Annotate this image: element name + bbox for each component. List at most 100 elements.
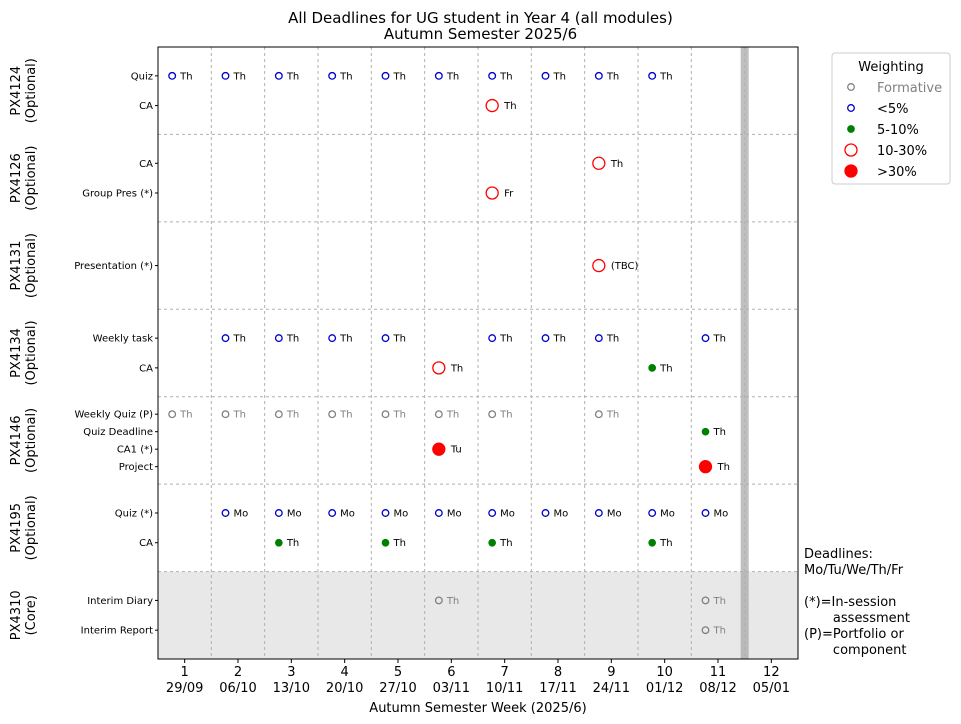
- deadline-marker: [485, 186, 499, 200]
- deadline-day-label: Th: [713, 626, 726, 637]
- deadline-marker: [274, 509, 283, 517]
- x-tick-label-week: 1: [181, 665, 189, 680]
- assessment-label: Presentation (*): [74, 261, 153, 272]
- deadline-day-label: Th: [553, 334, 566, 345]
- deadline-marker: [381, 334, 390, 343]
- deadline-day-label: Th: [659, 71, 672, 82]
- legend-label: 10-30%: [877, 144, 927, 159]
- assessment-label: CA: [139, 101, 153, 112]
- plot-frame: [157, 46, 799, 660]
- x-tick-label-date: 08/12: [699, 681, 736, 696]
- x-tick-label-date: 24/11: [593, 681, 630, 696]
- deadline-marker: [221, 71, 230, 80]
- deadline-marker: [432, 361, 446, 375]
- deadline-marker: [274, 334, 283, 343]
- legend-label: Formative: [877, 81, 942, 96]
- x-tick-label-date: 27/10: [379, 681, 416, 696]
- deadline-marker: [541, 509, 550, 517]
- deadline-day-label: Mo: [500, 508, 515, 519]
- legend-title: Weighting: [858, 60, 923, 75]
- deadline-marker: [485, 98, 499, 113]
- chart-subtitle: Autumn Semester 2025/6: [383, 25, 578, 43]
- module-label: PX4146(Optional): [9, 408, 39, 473]
- deadline-marker: [488, 410, 497, 419]
- deadline-marker: [434, 509, 443, 517]
- deadline-day-label: Th: [233, 334, 246, 345]
- deadline-marker: [434, 71, 443, 80]
- legend-box: [831, 52, 951, 185]
- deadline-marker: [648, 364, 657, 372]
- deadline-day-label: Th: [606, 334, 619, 345]
- x-tick-label-week: 5: [394, 665, 402, 680]
- deadline-day-label: Mo: [287, 508, 302, 519]
- deadline-day-label: Mo: [234, 508, 249, 519]
- deadline-day-label: Th: [606, 410, 619, 421]
- x-tick-label-week: 10: [656, 665, 673, 680]
- deadline-day-label: Th: [499, 538, 512, 549]
- deadline-marker: [488, 538, 497, 547]
- deadline-marker: [274, 538, 283, 547]
- assessment-label: Quiz: [131, 71, 153, 82]
- deadline-marker: [592, 258, 606, 273]
- deadline-marker: [381, 509, 390, 517]
- deadline-marker: [648, 509, 657, 517]
- legend-label: >30%: [877, 165, 917, 180]
- deadline-marker: [168, 71, 177, 80]
- x-tick-label-week: 9: [607, 665, 615, 680]
- deadline-day-label: Th: [713, 334, 726, 345]
- deadline-marker: [168, 410, 177, 419]
- deadline-marker: [434, 410, 443, 419]
- deadline-marker: [594, 71, 603, 80]
- module-label: PX4195(Optional): [9, 495, 39, 560]
- deadline-marker: [701, 509, 710, 517]
- assessment-label: Group Pres (*): [82, 189, 153, 200]
- deadline-day-label: Th: [233, 71, 246, 82]
- deadline-day-label: Th: [179, 410, 192, 421]
- deadline-marker: [274, 71, 283, 80]
- deadline-marker: [328, 71, 337, 80]
- deadline-marker: [328, 410, 337, 419]
- assessment-label: CA1 (*): [117, 445, 153, 456]
- x-tick-label-week: 3: [287, 665, 295, 680]
- deadline-day-label: Th: [499, 334, 512, 345]
- x-axis-label: Autumn Semester Week (2025/6): [369, 701, 586, 716]
- deadline-day-label: Th: [393, 538, 406, 549]
- assessment-label: CA: [139, 538, 153, 549]
- deadline-marker: [592, 156, 606, 170]
- deadline-day-label: Th: [179, 71, 192, 82]
- assessment-label: Quiz (*): [115, 508, 153, 519]
- deadline-day-label: (TBC): [611, 261, 639, 272]
- assessment-label: Project: [119, 462, 153, 473]
- deadline-marker: [328, 509, 337, 517]
- deadline-marker: [221, 410, 230, 419]
- module-code: PX4146: [9, 416, 24, 466]
- deadline-marker: [221, 509, 230, 517]
- deadline-day-label: Th: [553, 71, 566, 82]
- legend-marker: [844, 164, 858, 178]
- deadline-day-label: Th: [339, 71, 352, 82]
- deadline-marker: [648, 71, 657, 80]
- deadline-day-label: Mo: [394, 508, 409, 519]
- deadline-day-label: Th: [393, 334, 406, 345]
- x-tick-label-date: 01/12: [646, 681, 683, 696]
- module-type: (Optional): [24, 408, 39, 473]
- deadline-day-label: Mo: [714, 508, 729, 519]
- deadline-marker: [701, 427, 710, 436]
- module-type: (Core): [24, 595, 39, 635]
- deadline-day-label: Th: [339, 334, 352, 345]
- core-band-shade: [158, 571, 798, 659]
- module-label: PX4131(Optional): [9, 233, 39, 298]
- deadline-day-label: Th: [606, 71, 619, 82]
- x-tick-label-date: 29/09: [166, 681, 203, 696]
- module-type: (Optional): [24, 146, 39, 211]
- deadline-day-label: Th: [717, 462, 730, 473]
- module-type: (Optional): [24, 233, 39, 298]
- deadline-day-label: Mo: [660, 508, 675, 519]
- deadline-marker: [701, 596, 710, 605]
- deadline-marker: [381, 538, 390, 547]
- assessment-label: Weekly Quiz (P): [74, 410, 153, 421]
- deadline-day-label: Th: [503, 101, 516, 112]
- x-tick-label-date: 05/01: [753, 681, 790, 696]
- deadline-day-label: Th: [233, 410, 246, 421]
